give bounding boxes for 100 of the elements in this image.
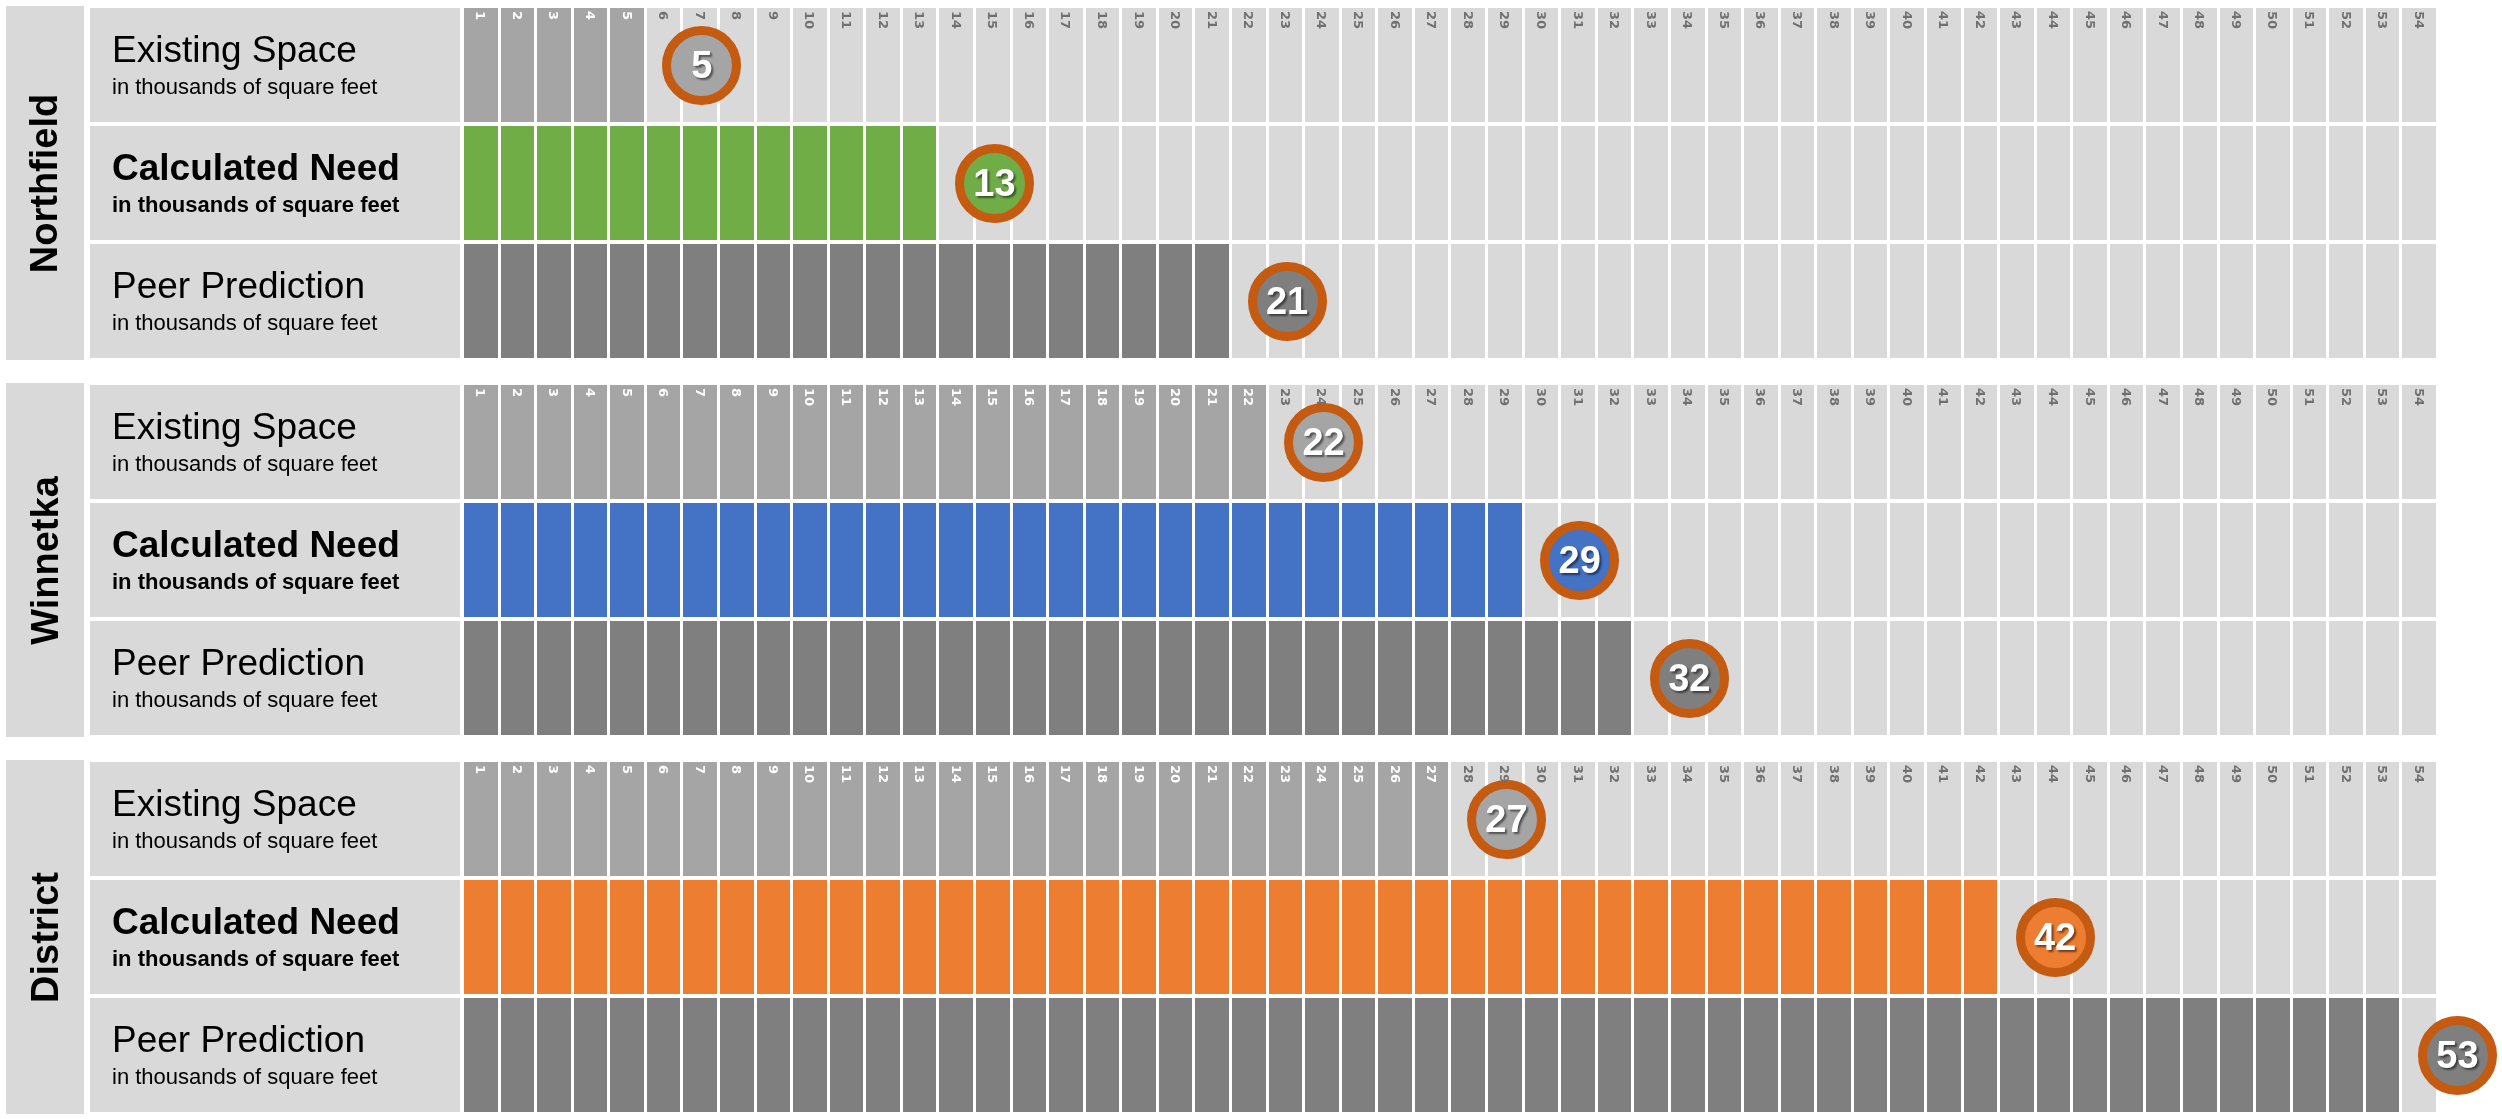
- x-tick-label: 31: [1570, 388, 1585, 407]
- x-tick-label: 27: [1423, 765, 1439, 784]
- x-tick-label: 50: [2264, 11, 2280, 30]
- x-tick-label: 13: [911, 765, 927, 784]
- x-tick-label: 37: [1789, 11, 1805, 30]
- x-tick-label: 10: [801, 11, 817, 30]
- x-tick-label: 41: [1935, 388, 1951, 407]
- x-tick-label: 44: [2045, 11, 2061, 30]
- x-tick-label: 6: [655, 388, 671, 398]
- x-tick-label: 39: [1862, 11, 1878, 30]
- x-tick-label: 38: [1826, 388, 1842, 407]
- x-tick-label: 12: [875, 11, 891, 30]
- x-tick-label: 16: [1021, 388, 1037, 407]
- x-tick-label: 36: [1752, 388, 1768, 407]
- data-label: 27: [1485, 797, 1528, 841]
- x-tick-label: 14: [948, 388, 964, 407]
- x-tick-label: 1: [472, 765, 488, 775]
- x-tick-label: 33: [1643, 765, 1659, 784]
- x-tick-label: 13: [911, 388, 927, 407]
- y-tick-label: Peer Prediction in thousands of square feet: [112, 1018, 379, 1091]
- x-tick-label: 22: [1240, 11, 1256, 30]
- x-tick-label: 39: [1862, 388, 1878, 407]
- x-tick-label: 49: [2228, 11, 2244, 30]
- x-tick-label: 11: [838, 388, 854, 407]
- text: District: [23, 871, 67, 1003]
- y-tick-label: Peer Prediction in thousands of square feet: [112, 641, 379, 714]
- x-tick-label: 47: [2155, 765, 2171, 784]
- x-tick-label: 1: [472, 11, 488, 21]
- data-label: 22: [1302, 420, 1345, 464]
- y-tick-label: Existing Space in thousands of square feet: [112, 405, 379, 478]
- x-tick-label: 19: [1131, 388, 1147, 407]
- x-tick-label: 4: [582, 388, 598, 398]
- data-label: 53: [2436, 1033, 2479, 1077]
- x-tick-label: 29: [1496, 11, 1512, 30]
- x-tick-label: 37: [1789, 765, 1805, 784]
- x-tick-label: 35: [1716, 388, 1732, 407]
- x-tick-label: 25: [1350, 765, 1366, 784]
- x-tick-label: 25: [1350, 11, 1366, 30]
- x-tick-label: 8: [728, 765, 744, 775]
- x-tick-label: 9: [765, 11, 781, 21]
- x-tick-label: 3: [545, 388, 561, 398]
- x-tick-label: 31: [1570, 11, 1585, 30]
- x-tick-label: 3: [545, 765, 561, 775]
- x-tick-label: 21: [1204, 388, 1220, 407]
- x-tick-label: 14: [948, 11, 964, 30]
- x-tick-label: 40: [1899, 388, 1915, 407]
- x-tick-label: 15: [984, 11, 1000, 30]
- x-tick-label: 49: [2228, 388, 2244, 407]
- x-tick-label: 33: [1643, 388, 1659, 407]
- data-label: 13: [973, 161, 1016, 205]
- x-tick-label: 32: [1606, 11, 1622, 30]
- x-tick-label: 35: [1716, 11, 1732, 30]
- y-tick-label: Calculated Need in thousands of square feet: [112, 523, 401, 596]
- x-tick-label: 2: [509, 765, 525, 775]
- x-tick-label: 29: [1496, 388, 1512, 407]
- x-tick-label: 28: [1460, 388, 1476, 407]
- data-label: 21: [1265, 279, 1309, 323]
- x-tick-label: 20: [1167, 11, 1183, 30]
- x-tick-label: 10: [801, 765, 817, 784]
- x-tick-label: 3: [545, 11, 561, 21]
- x-tick-label: 14: [948, 765, 964, 784]
- x-tick-label: 51: [2301, 388, 2317, 407]
- x-tick-label: 8: [728, 388, 744, 398]
- x-tick-label: 45: [2082, 765, 2098, 784]
- y-tick-label: Calculated Need in thousands of square feet: [112, 900, 401, 973]
- x-tick-label: 50: [2264, 765, 2280, 784]
- x-tick-label: 11: [838, 11, 854, 30]
- x-tick-label: 23: [1277, 765, 1293, 784]
- x-tick-label: 35: [1716, 765, 1732, 784]
- x-tick-label: 42: [1972, 388, 1988, 407]
- x-tick-label: 36: [1752, 11, 1768, 30]
- text: Winnetka: [23, 475, 67, 645]
- x-tick-label: 50: [2264, 388, 2280, 407]
- x-tick-label: 2: [509, 11, 525, 21]
- x-tick-label: 10: [801, 388, 817, 407]
- x-tick-label: 46: [2118, 388, 2134, 407]
- x-tick-label: 43: [2008, 388, 2024, 407]
- data-label: 32: [1668, 656, 1711, 700]
- x-tick-label: 52: [2338, 388, 2354, 407]
- y-tick-label: Existing Space in thousands of square feet: [112, 782, 379, 855]
- x-tick-label: 49: [2228, 765, 2244, 784]
- x-tick-label: 53: [2374, 765, 2390, 784]
- x-tick-label: 17: [1057, 388, 1073, 407]
- x-tick-label: 27: [1423, 11, 1439, 30]
- x-tick-label: 34: [1679, 11, 1695, 30]
- x-tick-label: 5: [619, 388, 635, 398]
- x-tick-label: 48: [2191, 765, 2207, 784]
- x-tick-label: 7: [692, 388, 708, 398]
- x-tick-label: 4: [582, 11, 598, 21]
- x-tick-label: 20: [1167, 388, 1183, 407]
- x-tick-label: 47: [2155, 388, 2171, 407]
- x-tick-label: 30: [1533, 388, 1549, 407]
- x-tick-label: 37: [1789, 388, 1805, 407]
- x-tick-label: 16: [1021, 11, 1037, 30]
- x-tick-label: 12: [875, 765, 891, 784]
- x-tick-label: 48: [2191, 388, 2207, 407]
- x-tick-label: 19: [1131, 11, 1147, 30]
- x-tick-label: 24: [1313, 765, 1329, 784]
- x-tick-label: 33: [1643, 11, 1659, 30]
- x-tick-label: 18: [1094, 11, 1110, 30]
